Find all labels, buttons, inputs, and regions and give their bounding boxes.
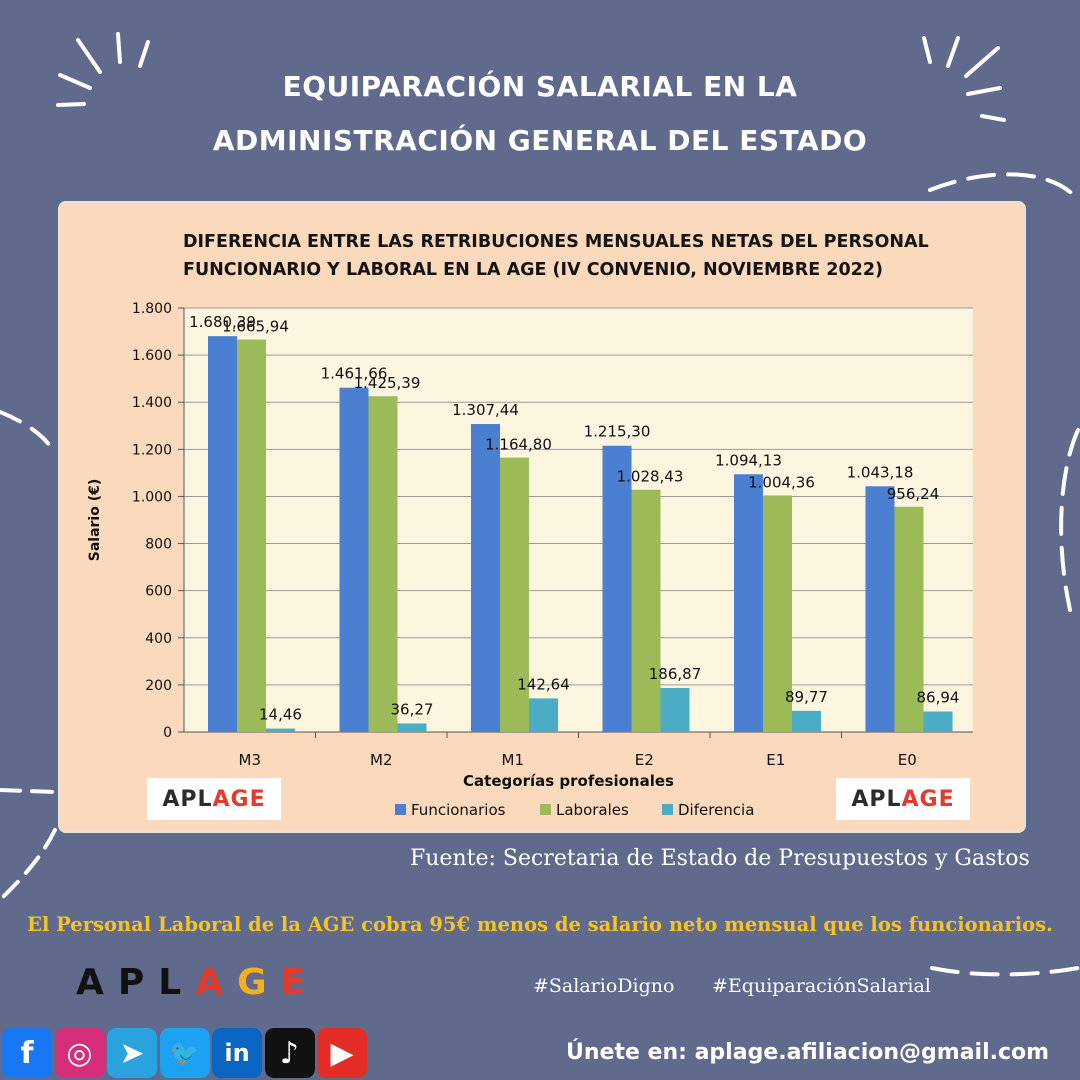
brand-letter: A (76, 962, 118, 1003)
data-label: 1.680,39 (189, 313, 256, 331)
tiktok-icon-glyph: ♪ (279, 1035, 300, 1071)
bar-laborales (368, 396, 398, 732)
hashtag-salario-digno[interactable]: #SalarioDigno (533, 975, 675, 997)
legend-label-funcionarios: Funcionarios (411, 801, 506, 819)
bar-funcionarios (602, 445, 632, 732)
telegram-icon[interactable]: ➤ (107, 1028, 157, 1078)
plot-area (184, 308, 973, 732)
linkedin-icon[interactable]: in (212, 1028, 262, 1078)
logo-right-part-2: AGE (901, 786, 955, 812)
brand-letter: A (195, 962, 238, 1003)
y-tick-label: 1.800 (132, 301, 172, 317)
aplage-logo-right: APL AGE (836, 778, 970, 820)
data-label: 1.215,30 (584, 423, 651, 441)
logo-left-part-2: AGE (212, 786, 266, 812)
page-title-line-1: EQUIPARACIÓN SALARIAL EN LA (282, 70, 798, 103)
aplage-brand: APLAGE (76, 962, 319, 1003)
bar-diferencia (792, 710, 821, 732)
logo-right-part-1: APL (851, 786, 902, 812)
y-tick-label: 1.200 (132, 442, 172, 458)
chart-title-line-1: DIFERENCIA ENTRE LAS RETRIBUCIONES MENSU… (183, 232, 929, 252)
bar-funcionarios (471, 424, 500, 732)
tiktok-icon[interactable]: ♪ (264, 1028, 315, 1078)
bar-diferencia (266, 728, 295, 732)
bar-laborales (237, 339, 266, 732)
bar-funcionarios (865, 486, 895, 732)
legend-label-laborales: Laborales (556, 801, 629, 819)
data-label: 14,46 (259, 706, 302, 724)
bar-laborales (500, 457, 529, 732)
x-axis-title: Categorías profesionales (463, 772, 674, 790)
data-label: 89,77 (785, 688, 828, 706)
bar-diferencia (923, 711, 953, 732)
x-tick-label: E0 (898, 751, 917, 769)
youtube-icon[interactable]: ▶ (317, 1028, 367, 1078)
data-label: 1.425,39 (354, 374, 421, 392)
x-tick-label: M1 (502, 751, 525, 769)
data-label: 1.004,36 (748, 473, 815, 491)
y-axis-title: Salario (€) (87, 479, 103, 562)
facebook-icon[interactable]: f (2, 1028, 52, 1078)
twitter-icon[interactable]: 🐦 (159, 1028, 210, 1078)
y-tick-label: 200 (145, 678, 172, 694)
brand-letter: G (237, 962, 281, 1003)
x-tick-label: M3 (239, 751, 262, 769)
logo-left-part-1: APL (162, 786, 213, 812)
instagram-icon[interactable]: ◎ (54, 1028, 105, 1078)
y-tick-label: 0 (163, 725, 172, 741)
bar-laborales (631, 489, 661, 732)
y-tick-label: 1.400 (132, 395, 172, 411)
bar-diferencia (529, 698, 558, 732)
bar-diferencia (660, 687, 690, 732)
bar-laborales (763, 495, 792, 732)
instagram-icon-glyph: ◎ (66, 1035, 93, 1071)
data-label: 142,64 (517, 675, 570, 693)
x-tick-label: M2 (370, 751, 393, 769)
telegram-icon-glyph: ➤ (119, 1035, 145, 1071)
brand-letter: L (158, 962, 196, 1003)
bar-funcionarios (734, 474, 763, 732)
data-label: 1.307,44 (452, 401, 519, 419)
data-label: 956,24 (887, 485, 940, 503)
legend-swatch-funcionarios (395, 804, 406, 815)
source-text: Fuente: Secretaria de Estado de Presupue… (410, 846, 1030, 871)
x-tick-label: E2 (635, 751, 654, 769)
y-tick-label: 1.000 (132, 489, 172, 505)
bar-diferencia (397, 723, 427, 732)
bar-funcionarios (208, 336, 237, 732)
page-title-line-2: ADMINISTRACIÓN GENERAL DEL ESTADO (212, 124, 868, 157)
brand-letter: E (280, 962, 320, 1003)
legend-swatch-diferencia (662, 804, 673, 815)
bar-laborales (894, 506, 924, 732)
bar-funcionarios (339, 387, 369, 732)
aplage-logo-left: APL AGE (147, 778, 281, 820)
y-tick-label: 400 (145, 631, 172, 647)
y-tick-label: 1.600 (132, 348, 172, 364)
hashtag-equiparacion-salarial[interactable]: #EquiparaciónSalarial (712, 975, 931, 997)
data-label: 1.094,13 (715, 451, 782, 469)
data-label: 1.461,66 (321, 365, 388, 383)
data-label: 1.043,18 (847, 463, 914, 481)
join-email-text[interactable]: Únete en: aplage.afiliacion@gmail.com (566, 1040, 1050, 1065)
data-label: 1.665,94 (222, 318, 289, 336)
data-label: 186,87 (649, 665, 702, 683)
facebook-icon-glyph: f (20, 1035, 34, 1071)
twitter-icon-glyph: 🐦 (169, 1039, 200, 1067)
y-tick-label: 800 (145, 537, 172, 553)
claim-text: El Personal Laboral de la AGE cobra 95€ … (27, 913, 1053, 936)
youtube-icon-glyph: ▶ (330, 1035, 354, 1071)
chart-title-line-2: FUNCIONARIO Y LABORAL EN LA AGE (IV CONV… (183, 260, 883, 280)
y-tick-label: 600 (145, 584, 172, 600)
data-label: 86,94 (917, 689, 960, 707)
data-label: 1.028,43 (617, 468, 684, 486)
x-tick-label: E1 (766, 751, 785, 769)
data-label: 1.164,80 (485, 436, 552, 454)
data-label: 36,27 (391, 700, 434, 718)
linkedin-icon-glyph: in (224, 1039, 250, 1067)
legend-swatch-laborales (540, 804, 551, 815)
brand-letter: P (117, 962, 159, 1003)
legend-label-diferencia: Diferencia (678, 801, 754, 819)
